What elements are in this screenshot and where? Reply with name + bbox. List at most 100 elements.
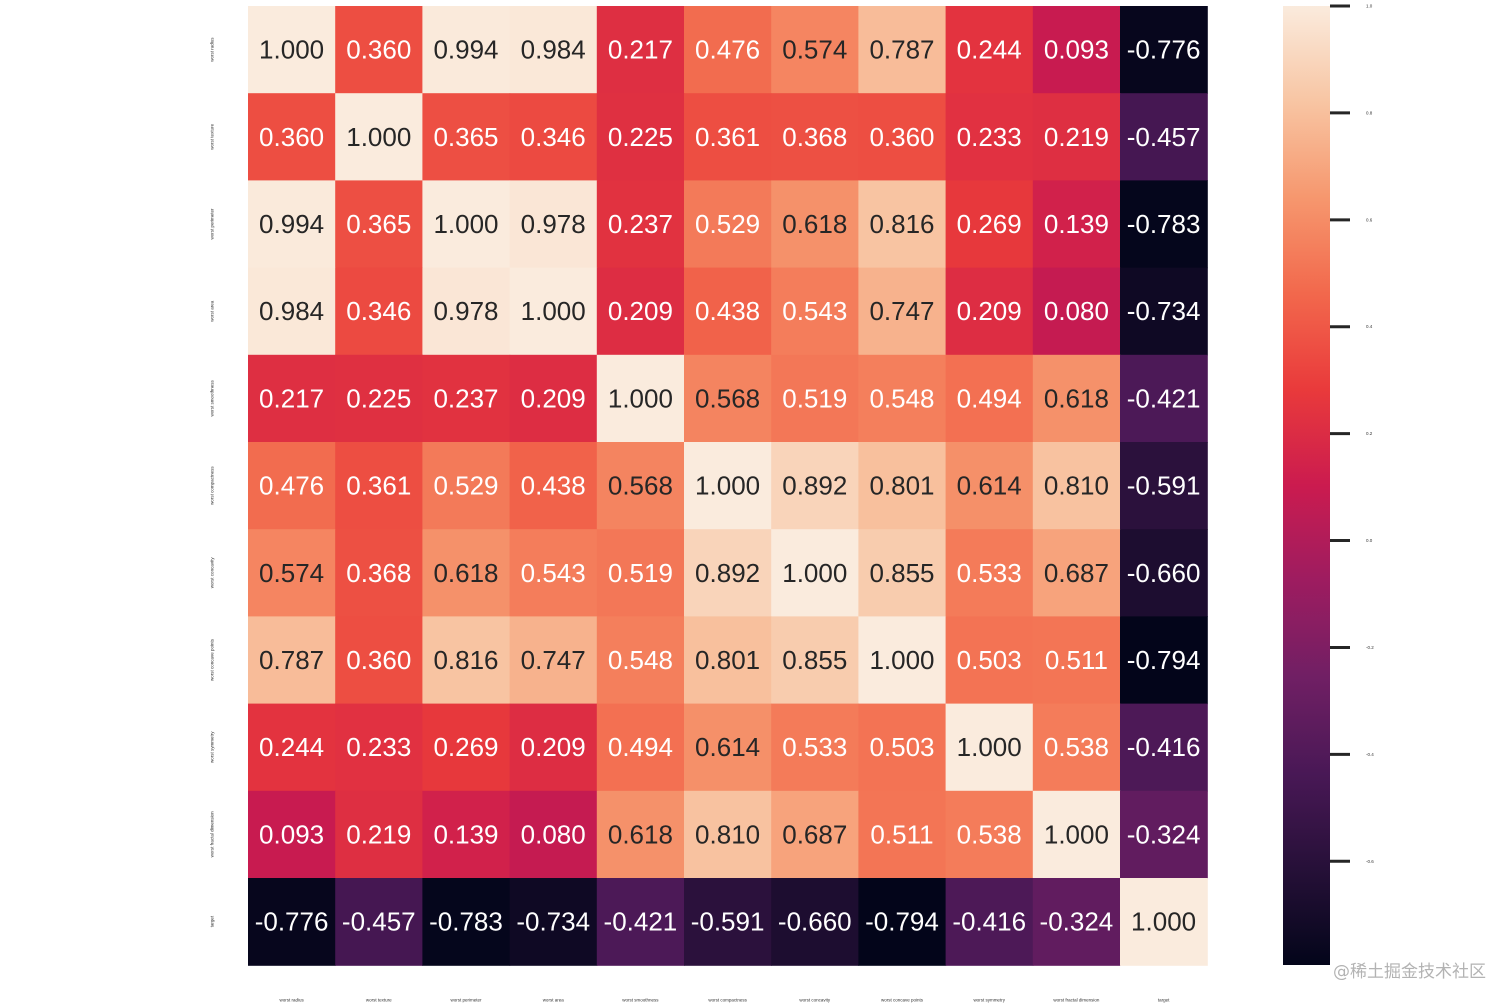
cell-value-label: 0.225 [346,383,411,413]
cell-value-label: 0.361 [346,471,411,501]
cell-value-label: 0.511 [1045,645,1108,675]
heatmap-cell [771,529,859,617]
cell-value-label: 0.801 [869,471,934,501]
heatmap-cell [248,878,336,966]
cell-value-label: -0.734 [1127,296,1201,326]
cell-value-label: 0.892 [782,471,847,501]
cell-value-label: 0.368 [782,122,847,152]
cell-value-label: -0.734 [516,907,590,937]
cell-value-label: 0.209 [608,296,673,326]
cell-value-label: 1.000 [782,558,847,588]
x-tick-label: target [1158,998,1170,1003]
heatmap-cell [509,180,598,269]
cell-value-label: 0.269 [957,209,1022,239]
cell-value-label: 0.209 [957,296,1022,326]
y-tick-label: worst area [210,300,215,322]
y-tick-label: worst symmetry [210,731,215,763]
heatmap-cell [1032,267,1121,356]
heatmap-cell [596,93,685,181]
x-tick-label: worst area [543,998,565,1003]
heatmap-cell [684,93,772,181]
cell-value-label: 0.618 [1044,383,1109,413]
cell-value-label: 0.365 [433,122,498,152]
cell-value-label: 0.346 [346,296,411,326]
x-tick-labels: worst radius worst texture worst perimeter… [279,998,1170,1003]
heatmap-cell [422,616,511,705]
cell-value-label: 0.219 [346,819,411,849]
y-tick-label: target [210,915,215,927]
heatmap-cell [858,93,947,181]
cell-value-label: 1.000 [869,645,934,675]
heatmap-cell [422,93,511,181]
heatmap-cell [422,790,511,879]
cell-value-label: -0.324 [1040,907,1114,937]
heatmap-cell [945,93,1034,181]
cell-value-label: 0.217 [608,35,673,65]
heatmap-cell [335,93,423,181]
cell-value-label: 0.217 [259,383,324,413]
heatmap-cell [422,703,511,792]
cell-value-label: 1.000 [521,296,586,326]
heatmap-cell [509,93,598,181]
y-tick-label: worst concavity [210,557,215,589]
cell-value-label: 0.568 [608,471,673,501]
cell-value-label: 0.519 [608,558,673,588]
x-tick-label: worst texture [366,998,392,1003]
cell-value-label: 0.994 [433,35,498,65]
cell-value-label: 0.994 [259,209,324,239]
heatmap-cell [684,6,772,94]
cell-value-label: -0.776 [1127,35,1201,65]
x-tick-label: worst concavity [799,998,831,1003]
colorbar-tick-label: 1.0 [1366,4,1373,9]
cell-value-label: 1.000 [608,383,673,413]
cell-value-label: -0.660 [1127,558,1201,588]
cell-value-label: 0.855 [782,645,847,675]
cell-value-label: 0.503 [869,732,934,762]
heatmap-cell [684,703,772,792]
cell-value-label: 0.614 [695,732,760,762]
heatmap-cell [248,703,336,792]
cell-value-label: 0.244 [957,35,1022,65]
heatmap-cell [335,616,423,705]
watermark: @稀土掘金技术社区 [1333,962,1486,982]
cell-value-label: 1.000 [433,209,498,239]
cell-value-label: 0.503 [957,645,1022,675]
heatmap-cell [684,790,772,879]
x-tick-label: worst smoothness [622,998,659,1003]
colorbar-tick-label: 0.6 [1366,217,1373,222]
heatmap-cell [684,267,772,356]
heatmap-cell [1032,703,1121,792]
heatmap-cell [771,616,859,705]
cell-value-label: 0.080 [1044,296,1109,326]
heatmap-cell [509,529,598,617]
cell-value-label: -0.783 [429,907,503,937]
y-tick-label: worst compactness [210,466,215,505]
y-tick-label: worst concave points [210,638,215,681]
heatmap-cell [858,267,947,356]
heatmap-cell [596,442,685,530]
heatmap-cell [596,6,685,94]
x-tick-label: worst concave points [881,998,924,1003]
heatmap-cell [1032,616,1121,705]
x-tick-label: worst fractal dimension [1053,998,1100,1003]
cell-value-label: -0.324 [1127,819,1201,849]
heatmap-cell [248,267,336,356]
cell-value-label: 1.000 [957,732,1022,762]
heatmap-cell [596,354,685,443]
colorbar-gradient [1283,6,1330,965]
heatmap-cell [248,529,336,617]
heatmap-cell [1120,790,1208,879]
heatmap-cell [509,616,598,705]
heatmap-cell [771,878,859,966]
y-tick-label: worst perimeter [210,208,215,240]
heatmap-cell [422,354,511,443]
cell-value-label: 0.209 [521,383,586,413]
cell-value-label: 0.816 [433,645,498,675]
heatmap-cell [1032,790,1121,879]
heatmap-cell [1120,703,1208,792]
cell-value-label: 0.978 [521,209,586,239]
heatmap-cell [771,442,859,530]
heatmap-cell [248,354,336,443]
colorbar-ticks: 1.0 0.8 0.6 0.4 0.2 0.0 -0.2 -0.4 -0.6 [1330,4,1374,864]
heatmap-cell [945,354,1034,443]
